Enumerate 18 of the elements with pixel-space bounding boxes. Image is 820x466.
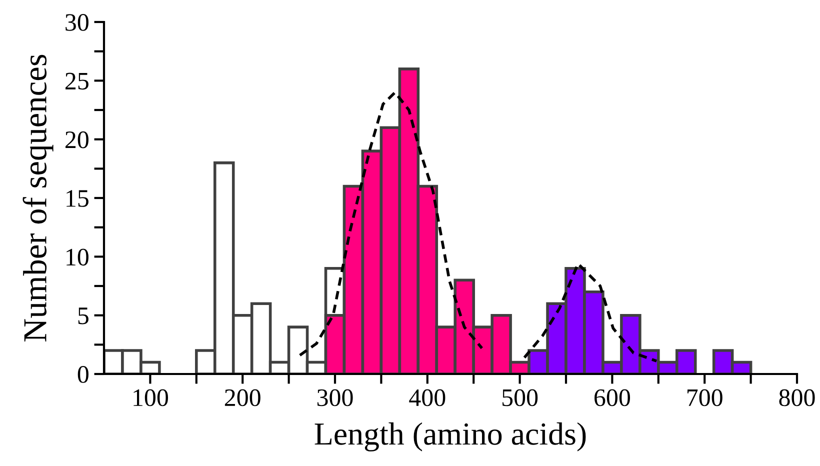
x-tick-label: 300 [317,389,353,406]
x-tick-label: 800 [779,389,815,406]
y-tick-label: 25 [66,72,88,90]
x-tick-label: 100 [134,389,168,406]
x-tick-label: 200 [224,389,260,406]
x-tick-label: 600 [594,389,630,406]
y-tick-label: 0 [78,366,88,383]
x-axis-title: Length (amino acids) [314,422,586,452]
y-tick-label: 30 [66,14,88,31]
y-tick-label: 15 [66,190,88,207]
x-tick-label: 700 [688,389,722,406]
y-tick-label: 20 [66,131,88,148]
y-tick-label: 5 [78,308,88,324]
y-tick-label: 10 [66,248,88,266]
x-tick-label: 400 [409,389,446,406]
line-series [298,91,484,357]
x-tick-label: 500 [502,389,538,406]
y-axis-title: Number of sequences [22,54,54,342]
